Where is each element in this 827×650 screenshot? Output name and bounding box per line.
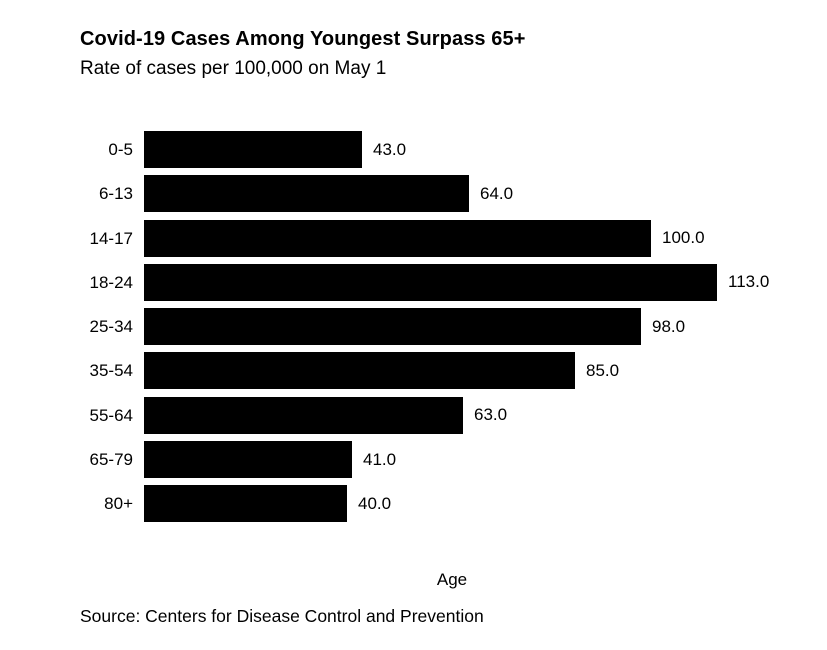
bar <box>144 396 463 434</box>
category-label: 0-5 <box>108 140 133 159</box>
value-label: 63.0 <box>474 405 508 425</box>
bar-row: 25-34 98.0 <box>0 308 827 346</box>
value-label: 40.0 <box>358 493 392 513</box>
bar-row: 0-5 43.0 <box>0 131 827 168</box>
category-label: 35-54 <box>89 361 133 381</box>
bar-row: 14-17 100.0 <box>0 219 827 257</box>
value-label: 43.0 <box>373 139 407 159</box>
bar-row: 55-64 63.0 <box>0 396 827 434</box>
category-label: 14-17 <box>89 228 133 248</box>
category-label: 80+ <box>104 494 133 514</box>
category-label: 18-24 <box>89 272 133 292</box>
bar <box>144 219 651 257</box>
bar <box>144 308 641 346</box>
bar <box>144 485 347 523</box>
category-label: 6-13 <box>98 184 133 204</box>
bar <box>144 175 469 213</box>
value-label: 41.0 <box>363 449 397 469</box>
category-label: 25-34 <box>89 317 133 337</box>
bar <box>144 441 352 479</box>
value-label: 113.0 <box>728 272 770 292</box>
source-note: Source: Centers for Disease Control and … <box>80 606 484 626</box>
bar-row: 65-79 41.0 <box>0 441 827 479</box>
value-label: 64.0 <box>480 183 514 203</box>
chart-title: Covid-19 Cases Among Youngest Surpass 65… <box>80 28 526 50</box>
bar-row: 80+ 40.0 <box>0 485 827 523</box>
bar-plot: 0-5 43.0 6-13 64.0 14-17 100.0 18-24 113… <box>0 131 827 530</box>
value-label: 85.0 <box>586 360 620 380</box>
value-label: 100.0 <box>662 228 705 248</box>
bar <box>144 352 575 390</box>
category-label: 55-64 <box>89 405 133 425</box>
bar-row: 18-24 113.0 <box>0 263 827 301</box>
chart-subtitle: Rate of cases per 100,000 on May 1 <box>80 58 387 79</box>
bar <box>144 263 717 301</box>
bar <box>144 131 362 168</box>
bar-row: 35-54 85.0 <box>0 352 827 390</box>
axis-label-age: Age <box>436 570 468 589</box>
bar-row: 6-13 64.0 <box>0 175 827 213</box>
value-label: 98.0 <box>652 316 686 336</box>
category-label: 65-79 <box>89 450 133 470</box>
